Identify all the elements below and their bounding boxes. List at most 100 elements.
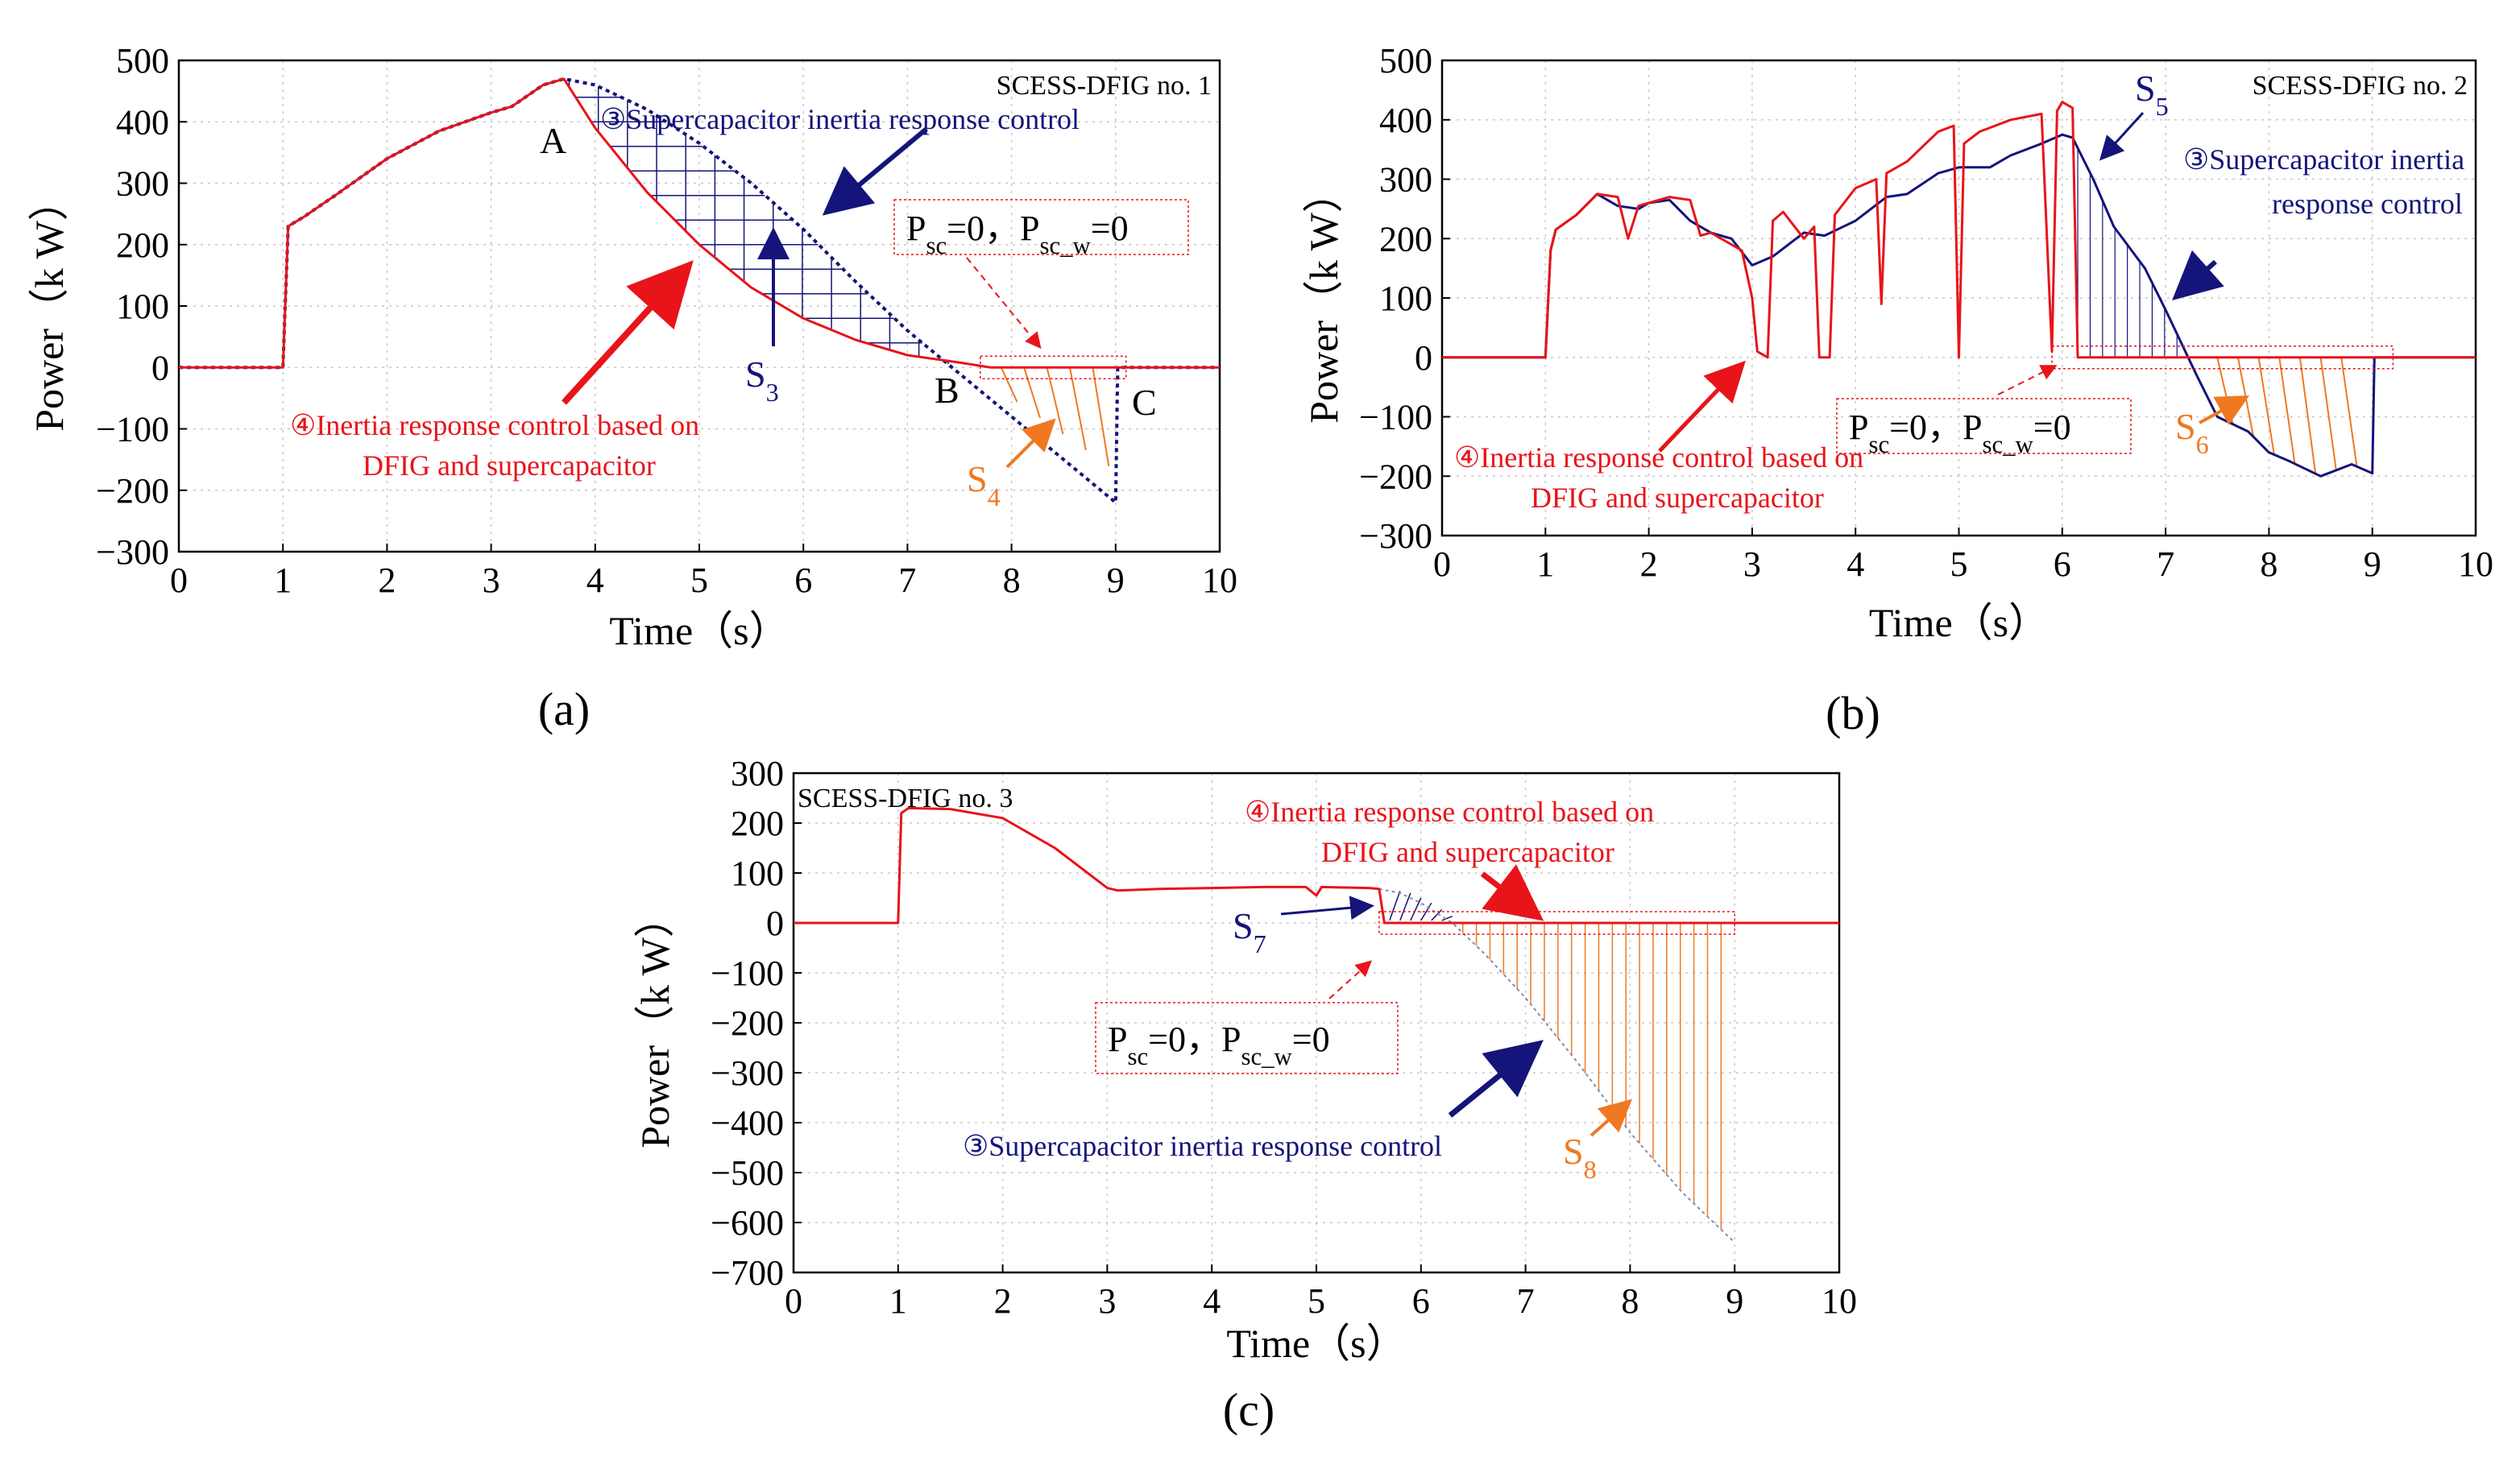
panel-c-ytick-label: 100: [731, 854, 784, 893]
panel-a-ytick-label: 400: [116, 102, 169, 142]
panel-a-corner-label: SCESS-DFIG no. 1: [997, 71, 1212, 101]
panel-c-xtick-label: 2: [994, 1281, 1012, 1321]
panel-c-ytick-label: −700: [711, 1253, 784, 1293]
panel-a-red-annotation-line1: ④Inertia response control based on: [290, 409, 699, 441]
panel-b-hatch-s6: [2216, 357, 2234, 424]
panel-c-xtick-label: 5: [1308, 1281, 1325, 1321]
panel-c-ylabel: Power（k W）: [632, 897, 678, 1148]
panel-a-xtick-label: 3: [483, 561, 500, 600]
panel-c-xtick-label: 9: [1726, 1281, 1743, 1321]
panel-a-xtick-label: 5: [690, 561, 708, 600]
panel-a-point-a-label: A: [540, 120, 566, 161]
panel-c-series-line: [1378, 888, 1735, 1243]
panel-b-psc-arrow: [1997, 365, 2058, 395]
panel-a-zero-box: [980, 355, 1127, 379]
panel-b-ytick-label: −300: [1359, 516, 1432, 556]
chart-panel-c: 0 1 2 3 4 5 6 7 8 9 10 −700 −600 −500 −400 −300 −200 −100…: [632, 754, 1857, 1436]
panel-b-xtick-label: 6: [2054, 544, 2071, 584]
panel-b-series-line: [1442, 101, 2476, 359]
panel-a-xtick-label: 8: [1003, 561, 1021, 600]
panel-c-hatch-s7: [1410, 897, 1422, 921]
panel-a-xtick-label: 1: [274, 561, 292, 600]
panel-b-red-arrow: [1658, 360, 1746, 453]
panel-b-red-annotation-line2: DFIG and supercapacitor: [1531, 482, 1824, 514]
panel-c-s7-arrow: [1280, 896, 1374, 921]
panel-c-ytick-label: 200: [731, 804, 784, 843]
panel-c-blue-annotation: ③Supercapacitor inertia response control: [963, 1130, 1442, 1162]
panel-a-xtick-label: 4: [586, 561, 604, 600]
panel-b-ytick-label: 300: [1379, 160, 1432, 200]
panel-b-ytick-label: −200: [1359, 457, 1432, 496]
panel-a-s3-label: S3: [745, 354, 779, 407]
panel-a-ytick-label: 500: [116, 41, 169, 81]
panel-b-series-line: [1442, 133, 2476, 478]
panel-c-xtick-label: 7: [1517, 1281, 1535, 1321]
panel-a-plot-frame: [177, 59, 1221, 553]
panel-c-ytick-label: −600: [711, 1203, 784, 1243]
panel-b-hatch-s6: [2236, 357, 2255, 437]
panel-c-psc-box: [1095, 1002, 1399, 1074]
panel-c-xtick-label: 8: [1621, 1281, 1639, 1321]
panel-a-psc-arrow: [966, 257, 1042, 350]
panel-a-red-arrow: [562, 260, 694, 405]
panel-b-xtick-label: 2: [1640, 544, 1658, 584]
panel-a-ytick-label: −300: [96, 532, 169, 572]
panel-a-psc-box: [893, 199, 1189, 255]
panel-a-psc-text: Psc=0，Psc_w=0: [906, 209, 1129, 259]
panel-c-ytick-label: −100: [711, 954, 784, 993]
panel-a-xtick-label: 7: [898, 561, 916, 600]
panel-b-s5-label: S5: [2135, 68, 2169, 121]
panel-b-xlabel: Time（s）: [1869, 600, 2049, 645]
panel-c-ytick-label: −500: [711, 1153, 784, 1193]
panel-b-ytick-label: 500: [1379, 41, 1432, 81]
panel-c-xtick-label: 0: [785, 1281, 802, 1321]
panel-a-ylabel: Power（k W）: [27, 180, 72, 432]
panel-b-zero-box: [2051, 345, 2394, 370]
panel-a-xtick-label: 9: [1107, 561, 1125, 600]
panel-a-xtick-label: 2: [378, 561, 396, 600]
panel-c-ytick-label: −200: [711, 1003, 784, 1043]
panel-b-blue-annotation-line2: response control: [2272, 188, 2463, 220]
panel-b-hatch-s6: [2298, 357, 2317, 474]
panel-a-hatch-s4: [1046, 367, 1064, 435]
panel-b-psc-box: [1836, 398, 2132, 454]
panel-a-xtick-label: 6: [794, 561, 812, 600]
panel-b-blue-arrow: [2172, 250, 2224, 300]
panel-a-ytick-label: −100: [96, 410, 169, 449]
panel-b-xtick-label: 9: [2364, 544, 2381, 584]
panel-c-ytick-label: −300: [711, 1053, 784, 1093]
panel-b-xtick-label: 1: [1536, 544, 1554, 584]
panel-c-ytick-label: 300: [731, 754, 784, 793]
panel-c-s7-label: S7: [1233, 905, 1266, 958]
panel-a-ytick-label: 100: [116, 287, 169, 326]
panel-b-xtick-label: 7: [2157, 544, 2174, 584]
panel-c-hatch-s7: [1441, 916, 1453, 921]
panel-b-corner-label: SCESS-DFIG no. 2: [2253, 71, 2468, 101]
chart-panel-a: 0 1 2 3 4 5 6 7 8 9 10 −300 −200 −100 0 100 200 300 400 500…: [27, 41, 1237, 735]
panel-b-blue-annotation-line1: ③Supercapacitor inertia: [2183, 143, 2464, 176]
panel-a-s4-label: S4: [967, 458, 1001, 511]
panel-a-ytick-label: 0: [151, 348, 169, 387]
panel-a-point-b-label: B: [935, 370, 960, 411]
panel-b-hatch-s6: [2257, 357, 2275, 455]
panel-b-xtick-label: 5: [1950, 544, 1968, 584]
panel-c-zero-box: [1378, 911, 1735, 935]
panel-c-xtick-label: 1: [889, 1281, 907, 1321]
panel-b-ytick-label: 400: [1379, 101, 1432, 140]
panel-c-ytick-label: 0: [766, 904, 784, 943]
panel-c-plot-frame: [792, 772, 1841, 1274]
panel-c-blue-arrow: [1448, 1040, 1544, 1118]
panel-c-hatch-s7: [1389, 891, 1401, 921]
panel-a-ytick-label: 200: [116, 226, 169, 265]
panel-a-blue-annotation: ③Supercapacitor inertia response control: [600, 103, 1080, 135]
panel-b-ytick-label: 0: [1415, 338, 1432, 378]
panel-c-ytick-label: −400: [711, 1103, 784, 1143]
panel-b-plot-frame: [1440, 59, 2477, 537]
panel-a-xtick-label: 10: [1202, 561, 1237, 600]
panel-b-s5-arrow: [2099, 111, 2145, 161]
panel-c-xtick-label: 3: [1098, 1281, 1116, 1321]
panel-c-red-arrow: [1480, 864, 1544, 921]
panel-a-red-annotation-line2: DFIG and supercapacitor: [363, 449, 656, 482]
panel-b-xtick-label: 8: [2260, 544, 2278, 584]
